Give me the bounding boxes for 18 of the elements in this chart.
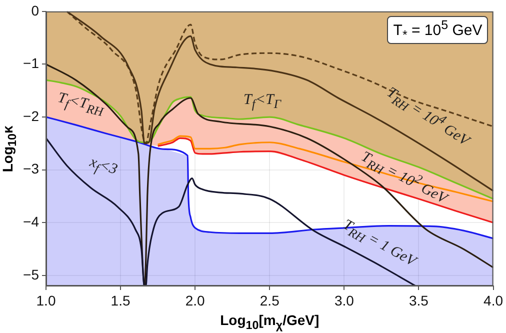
line-series [46, 79, 494, 200]
y-tick-label: −1 [23, 55, 40, 72]
x-tick-label: 3.5 [408, 292, 429, 308]
y-tick-label: −4 [23, 213, 40, 230]
x-tick-label: 1.5 [110, 292, 130, 308]
x-tick-label: 4.0 [484, 292, 504, 308]
annotation: T$_{f}$<T$_{RH}$ [55, 90, 106, 120]
annotation: T$_{*}$ = 10$^{5}$ GeV [387, 16, 488, 44]
annotation: T$_{f}$<T$_{Γ}$ [244, 92, 281, 112]
y-tick-label: −2 [23, 108, 40, 124]
y-tick-label: −5 [23, 266, 40, 282]
x-tick-label: 2.0 [185, 292, 206, 308]
x-axis-title: Log$_{10}$[m$_{χ}$/GeV] [220, 312, 320, 332]
x-tick-label: 1.0 [36, 292, 56, 308]
y-tick-label: 0 [31, 2, 40, 18]
x-tick-label: 3.0 [334, 292, 354, 308]
x-tick-label: 2.5 [260, 292, 280, 308]
y-tick-label: −3 [23, 160, 40, 177]
